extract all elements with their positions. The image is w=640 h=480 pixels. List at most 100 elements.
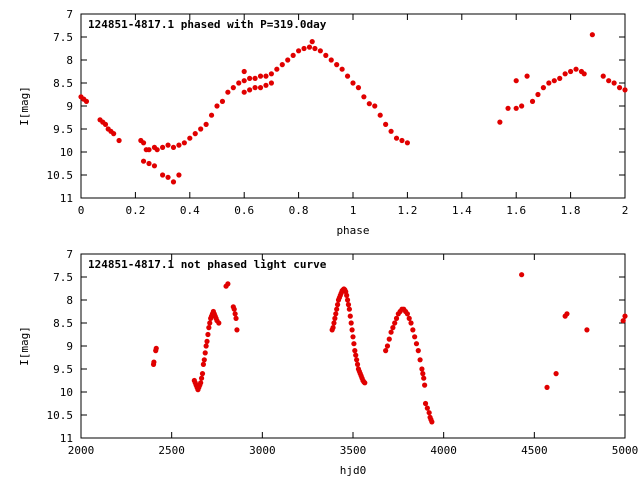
data-point	[562, 71, 568, 77]
data-point	[198, 380, 204, 386]
data-point	[102, 121, 109, 127]
data-point	[252, 85, 258, 91]
data-point	[285, 57, 291, 63]
data-point	[205, 331, 211, 338]
data-point	[513, 105, 519, 111]
y-tick-label: 8	[66, 54, 73, 67]
x-tick-label: 1.4	[452, 204, 472, 217]
data-point	[529, 98, 536, 104]
data-point	[252, 75, 258, 81]
data-point	[296, 48, 302, 54]
data-point	[362, 380, 368, 386]
x-tick-label: 5000	[612, 444, 639, 457]
data-point	[383, 121, 389, 127]
data-point	[355, 85, 362, 91]
data-point	[415, 348, 421, 354]
data-point	[564, 311, 570, 317]
y-tick-label: 9	[66, 100, 73, 113]
data-point	[247, 75, 253, 81]
y-axis-label: I[mag]	[18, 326, 31, 366]
data-point	[247, 87, 253, 93]
data-point	[216, 320, 222, 326]
data-point	[241, 68, 247, 75]
data-point	[274, 66, 280, 72]
data-point	[230, 85, 236, 91]
data-point	[408, 320, 414, 326]
data-point	[151, 359, 157, 365]
data-point	[351, 341, 357, 347]
data-point	[207, 320, 213, 326]
chart-title: 124851-4817.1 phased with P=319.0day	[88, 18, 327, 31]
y-tick-label: 10.5	[47, 169, 74, 182]
data-point	[589, 32, 595, 38]
data-point	[352, 348, 358, 354]
data-point	[553, 371, 559, 377]
data-points	[78, 32, 628, 185]
data-point	[339, 66, 345, 72]
data-point	[535, 91, 541, 98]
x-tick-label: 0.6	[234, 204, 254, 217]
x-tick-label: 0	[78, 204, 85, 217]
data-point	[268, 80, 274, 86]
data-point	[181, 140, 187, 146]
data-point	[334, 306, 340, 312]
y-tick-label: 7	[66, 8, 73, 21]
data-point	[111, 131, 117, 137]
x-tick-label: 4500	[521, 444, 548, 457]
data-point	[505, 105, 511, 111]
data-point	[170, 144, 177, 150]
y-tick-label: 8.5	[53, 317, 73, 330]
data-point	[203, 121, 209, 127]
data-point	[413, 341, 420, 347]
data-point	[606, 78, 612, 84]
data-point	[151, 163, 158, 169]
data-point	[429, 419, 435, 425]
data-point	[348, 320, 354, 326]
data-point	[116, 137, 122, 144]
data-point	[366, 101, 372, 107]
data-point	[203, 343, 209, 349]
data-point	[328, 57, 334, 63]
data-point	[422, 400, 429, 407]
data-point	[301, 45, 307, 52]
axis-ticks: 0 0.2 0.4 0.6 0.8 1 1.2 1.4 1.6 1.8 2 7 7.5 8 8.5 9 9.5 1…	[47, 8, 629, 217]
x-tick-label: 1	[350, 204, 357, 217]
data-point	[347, 313, 353, 319]
data-point	[201, 357, 207, 363]
data-point	[165, 174, 171, 180]
data-point	[233, 315, 239, 321]
data-point	[330, 325, 336, 331]
data-point	[524, 73, 530, 79]
data-point	[236, 80, 242, 86]
data-point	[584, 327, 590, 333]
data-point	[540, 85, 547, 91]
data-point	[611, 80, 617, 86]
x-tick-label: 3000	[249, 444, 276, 457]
axis-ticks: 2000 2500 3000 3500 4000 4500 5000 7 7.5 8 8.5 9 9.5…	[47, 248, 639, 457]
x-tick-label: 1.2	[397, 204, 417, 217]
data-point	[165, 142, 171, 148]
data-point	[198, 126, 204, 132]
data-point	[333, 311, 339, 317]
data-point	[83, 98, 90, 104]
data-point	[417, 357, 423, 363]
data-point	[257, 73, 264, 79]
y-axis-label: I[mag]	[18, 86, 31, 126]
data-point	[410, 327, 416, 333]
x-tick-label: 0.4	[180, 204, 200, 217]
data-point	[384, 343, 391, 349]
y-tick-label: 9	[66, 340, 73, 353]
data-point	[546, 80, 552, 86]
data-point	[406, 315, 412, 321]
y-tick-label: 8.5	[53, 77, 73, 90]
data-point	[206, 325, 212, 331]
data-point	[392, 320, 398, 326]
data-point	[202, 350, 208, 356]
plot-frame	[80, 13, 626, 199]
data-point	[388, 329, 394, 335]
data-point	[306, 44, 313, 50]
chart-title: 124851-4817.1 not phased light curve	[88, 258, 327, 271]
data-point	[354, 357, 360, 363]
y-tick-label: 7.5	[53, 31, 73, 44]
